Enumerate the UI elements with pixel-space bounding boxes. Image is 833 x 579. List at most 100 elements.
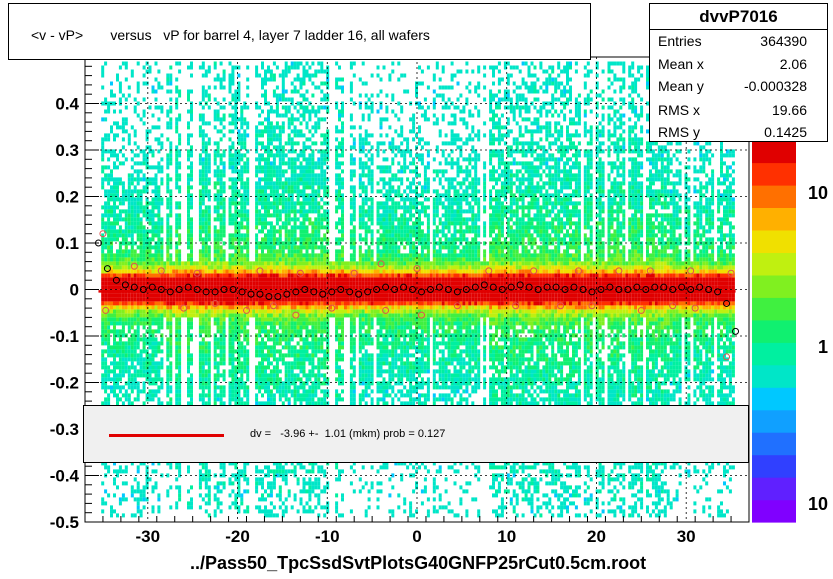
heatmap-cell [243,241,247,246]
heatmap-cell [290,461,294,466]
heatmap-cell [157,237,161,242]
heatmap-cell [190,313,193,318]
heatmap-cell [107,157,111,162]
heatmap-cell [228,305,232,310]
heatmap-cell [296,193,300,198]
heatmap-cell [311,313,315,318]
heatmap-cell [314,225,318,230]
heatmap-cell [139,117,143,122]
heatmap-cell [178,205,182,210]
heatmap-cell [293,269,297,274]
heatmap-cell [184,313,188,318]
heatmap-cell [204,393,208,398]
heatmap-cell [160,133,164,138]
heatmap-cell [278,381,282,386]
heatmap-cell [216,173,220,178]
heatmap-cell [116,213,119,218]
heatmap-cell [272,353,276,358]
heatmap-cell [261,169,264,174]
heatmap-cell [284,225,288,230]
heatmap-cell [234,301,238,306]
heatmap-cell [118,361,122,366]
heatmap-cell [216,497,220,502]
heatmap-cell [121,237,125,242]
heatmap-cell [127,229,131,234]
heatmap-cell [228,85,232,90]
heatmap-cell [231,329,235,334]
heatmap-cell [118,213,122,218]
heatmap-cell [104,245,108,250]
heatmap-cell [228,129,232,134]
heatmap-cell [293,301,297,306]
heatmap-cell [142,73,146,78]
heatmap-cell [258,113,262,118]
heatmap-cell [169,325,173,330]
heatmap-cell [305,261,309,266]
heatmap-cell [142,293,146,298]
heatmap-cell [169,313,173,318]
heatmap-cell [255,157,259,162]
heatmap-cell [228,269,232,274]
heatmap-cell [154,173,158,178]
heatmap-cell [237,309,241,314]
heatmap-cell [178,177,182,182]
heatmap-cell [231,65,235,70]
heatmap-cell [113,161,116,166]
heatmap-cell [121,181,125,186]
heatmap-cell [272,145,276,150]
heatmap-cell [240,497,244,502]
heatmap-cell [133,377,137,382]
heatmap-cell [148,381,152,386]
heatmap-cell [124,129,128,134]
heatmap-cell [107,329,111,334]
heatmap-cell [124,381,128,386]
heatmap-cell [246,333,250,338]
heatmap-cell [178,309,182,314]
heatmap-cell [133,109,137,114]
heatmap-cell [151,461,155,466]
heatmap-cell [302,269,306,274]
heatmap-cell [302,293,306,298]
heatmap-cell [219,325,223,330]
heatmap-cell [101,281,105,286]
heatmap-cell [258,301,262,306]
heatmap-cell [293,117,297,122]
heatmap-cell [296,377,300,382]
heatmap-cell [148,69,152,74]
heatmap-cell [219,313,223,318]
heatmap-cell [124,301,128,306]
heatmap-cell [302,257,306,262]
heatmap-cell [308,201,312,206]
heatmap-cell [296,509,300,514]
heatmap-cell [107,345,111,350]
heatmap-cell [195,309,199,314]
heatmap-cell [267,281,270,286]
heatmap-cell [136,205,140,210]
heatmap-cell [172,309,176,314]
heatmap-cell [139,357,143,362]
heatmap-cell [311,197,315,202]
heatmap-cell [116,361,119,366]
heatmap-cell [154,293,158,298]
heatmap-cell [169,145,173,150]
heatmap-cell [284,181,288,186]
heatmap-cell [302,481,306,486]
heatmap-cell [287,373,291,378]
heatmap-cell [287,369,291,374]
heatmap-cell [166,213,170,218]
heatmap-cell [187,89,190,94]
heatmap-cell [142,345,146,350]
heatmap-cell [201,477,205,482]
heatmap-cell [130,225,134,230]
heatmap-cell [166,297,170,302]
heatmap-cell [281,113,285,118]
heatmap-cell [216,109,220,114]
heatmap-cell [175,349,179,354]
heatmap-cell [287,133,291,138]
heatmap-cell [139,309,143,314]
heatmap-cell [187,157,190,162]
heatmap-cell [198,293,202,298]
heatmap-cell [314,141,318,146]
heatmap-cell [234,293,238,298]
heatmap-cell [284,217,288,222]
